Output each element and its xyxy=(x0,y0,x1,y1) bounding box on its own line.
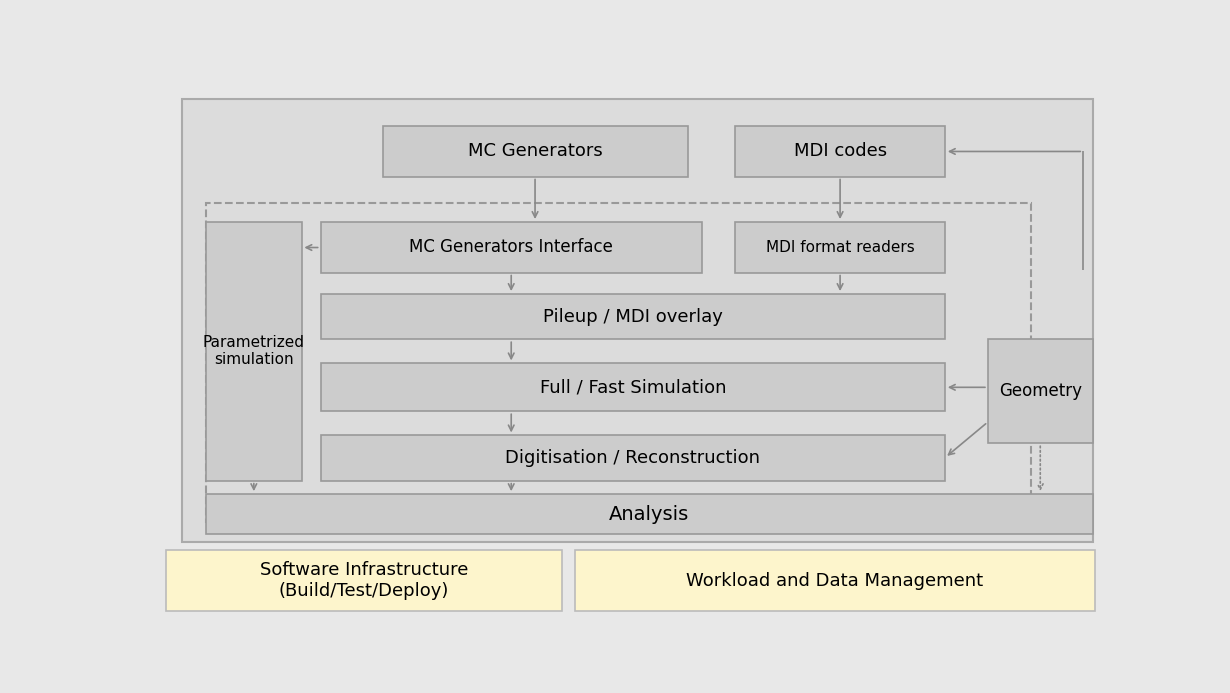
Bar xyxy=(321,363,945,412)
Bar xyxy=(182,99,1092,542)
Bar xyxy=(207,222,301,481)
Text: Pileup / MDI overlay: Pileup / MDI overlay xyxy=(542,308,723,326)
Bar xyxy=(321,435,945,481)
Bar xyxy=(166,550,562,611)
Bar xyxy=(736,222,945,272)
Text: Software Infrastructure
(Build/Test/Deploy): Software Infrastructure (Build/Test/Depl… xyxy=(260,561,469,600)
Bar xyxy=(383,126,688,177)
Text: Analysis: Analysis xyxy=(609,505,690,523)
Bar xyxy=(736,126,945,177)
Bar xyxy=(988,340,1092,444)
Text: MC Generators Interface: MC Generators Interface xyxy=(410,238,614,256)
Text: Parametrized
simulation: Parametrized simulation xyxy=(203,335,305,367)
Bar xyxy=(321,294,945,340)
Bar xyxy=(207,494,1092,534)
Bar xyxy=(207,203,1031,523)
Text: MC Generators: MC Generators xyxy=(467,142,603,160)
Bar xyxy=(576,550,1095,611)
Text: Digitisation / Reconstruction: Digitisation / Reconstruction xyxy=(506,449,760,467)
Text: MDI format readers: MDI format readers xyxy=(766,240,914,255)
Text: MDI codes: MDI codes xyxy=(793,142,887,160)
Text: Full / Fast Simulation: Full / Fast Simulation xyxy=(540,378,726,396)
Text: Geometry: Geometry xyxy=(999,383,1081,401)
Bar xyxy=(321,222,702,272)
Text: Workload and Data Management: Workload and Data Management xyxy=(686,572,984,590)
